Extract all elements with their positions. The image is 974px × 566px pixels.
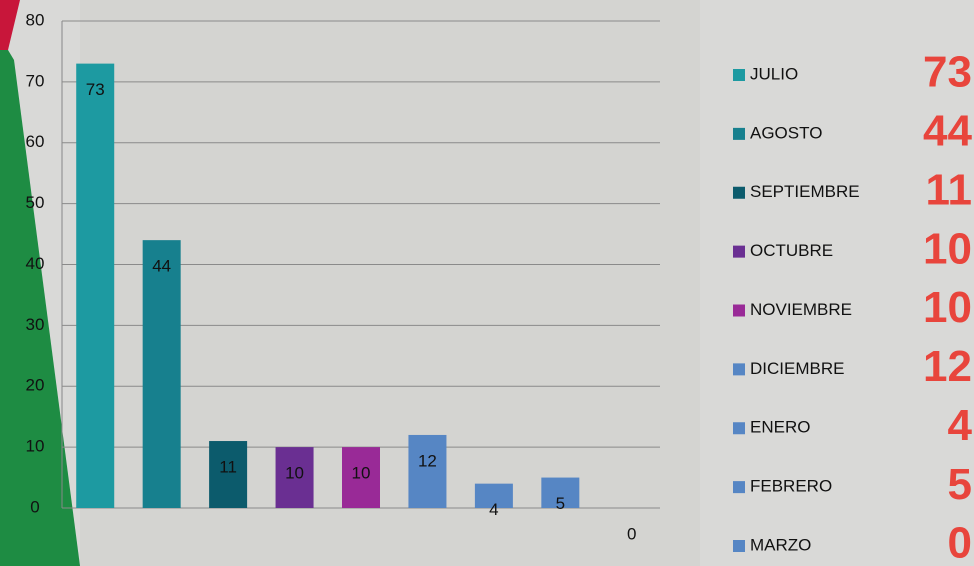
data-label: 73 xyxy=(86,80,105,99)
legend-label: FEBRERO xyxy=(750,477,832,496)
legend-value: 12 xyxy=(923,342,972,391)
legend-value: 11 xyxy=(925,165,972,214)
legend-value: 44 xyxy=(923,107,972,156)
y-tick-label: 50 xyxy=(26,193,45,212)
data-label: 44 xyxy=(152,257,171,276)
y-tick-label: 70 xyxy=(26,71,45,90)
legend-swatch xyxy=(733,363,745,376)
y-tick-label: 60 xyxy=(26,132,45,151)
data-label: 4 xyxy=(489,500,498,519)
legend-swatch xyxy=(733,127,745,140)
bar xyxy=(275,447,314,508)
bar xyxy=(474,483,513,508)
y-tick-label: 80 xyxy=(26,10,45,29)
bar xyxy=(342,447,380,508)
data-label: 11 xyxy=(219,458,237,477)
bar xyxy=(142,240,181,508)
legend-swatch xyxy=(733,540,745,552)
bar xyxy=(209,441,248,508)
data-label: 10 xyxy=(352,464,371,483)
legend-value: 5 xyxy=(948,460,972,509)
y-tick-label: 0 xyxy=(30,497,39,516)
legend-swatch xyxy=(733,69,745,81)
bar xyxy=(76,63,115,509)
legend-label: JULIO xyxy=(750,64,798,83)
legend-value: 10 xyxy=(923,224,972,273)
legend-swatch xyxy=(733,186,745,199)
legend-value: 73 xyxy=(923,48,972,97)
bar xyxy=(408,434,447,508)
y-tick-label: 40 xyxy=(26,254,45,273)
y-tick-label: 30 xyxy=(26,315,45,334)
legend-label: OCTUBRE xyxy=(750,241,833,260)
legend-value: 0 xyxy=(948,519,972,566)
data-label: 12 xyxy=(418,451,437,470)
legend-value: 4 xyxy=(948,401,973,450)
legend-swatch xyxy=(733,304,745,317)
y-tick-label: 10 xyxy=(26,437,45,456)
legend-label: MARZO xyxy=(750,535,811,554)
legend-value: 10 xyxy=(923,283,972,332)
y-tick-label: 20 xyxy=(26,376,45,395)
background-photo xyxy=(80,0,700,566)
legend-label: ENERO xyxy=(750,418,810,437)
decor-red xyxy=(0,0,20,50)
legend-label: AGOSTO xyxy=(750,123,822,142)
data-label: 0 xyxy=(627,524,636,543)
legend-label: SEPTIEMBRE xyxy=(750,182,860,201)
legend-swatch xyxy=(733,245,745,258)
legend-swatch xyxy=(733,481,745,494)
legend-label: NOVIEMBRE xyxy=(750,300,852,319)
data-label: 10 xyxy=(285,464,304,483)
data-label: 5 xyxy=(556,494,565,513)
decor-green xyxy=(0,50,80,566)
bar xyxy=(541,477,580,508)
legend-swatch xyxy=(733,422,745,435)
legend-label: DICIEMBRE xyxy=(750,359,844,378)
